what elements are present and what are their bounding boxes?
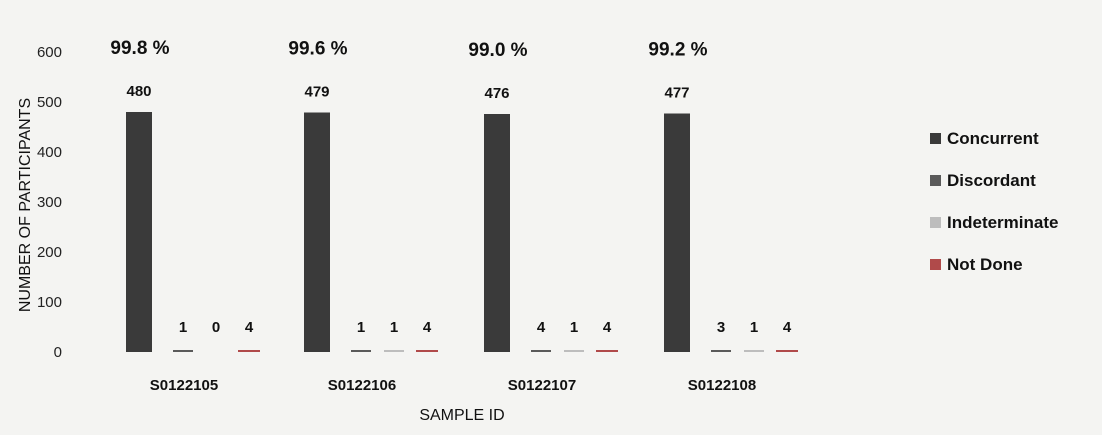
concordance-label: 99.0 % [468,40,527,61]
bar-discordant [351,350,371,352]
x-tick-label: S0122107 [508,377,576,394]
y-axis-title: NUMBER OF PARTICIPANTS [17,98,34,312]
bar-indeterminate [564,350,584,352]
y-tick-label: 200 [37,244,62,261]
data-label: 3 [717,319,725,336]
bar-discordant [711,350,731,352]
bar-not-done [776,350,798,352]
bar-not-done [596,350,618,352]
data-label: 476 [484,85,509,102]
legend-swatch-indeterminate [930,217,941,228]
bar-discordant [531,350,551,352]
concordance-label: 99.6 % [288,39,347,60]
y-tick-label: 600 [37,44,62,61]
data-label: 1 [750,319,758,336]
data-label: 4 [537,319,546,336]
bar-not-done [238,350,260,352]
legend-swatch-concurrent [930,133,941,144]
x-tick-label: S0122105 [150,377,218,394]
y-tick-label: 500 [37,94,62,111]
legend-label-indeterminate: Indeterminate [947,213,1058,232]
legend: Concurrent Discordant Indeterminate Not Don… [930,129,1058,274]
bar-discordant [173,350,193,352]
data-label: 4 [423,319,432,336]
data-label: 480 [126,83,151,100]
y-tick-label: 400 [37,144,62,161]
data-label: 477 [664,85,689,102]
data-label: 4 [245,319,254,336]
legend-label-discordant: Discordant [947,171,1036,190]
y-tick-label: 100 [37,294,62,311]
x-tick-label: S0122106 [328,377,396,394]
data-label: 1 [179,319,187,336]
bar-not-done [416,350,438,352]
data-label: 4 [603,319,612,336]
data-labels-group: 480 1 0 4 99.8 % 479 1 1 4 99.6 % 476 4 1 4 99.0 % 477 3… [110,38,791,336]
concordance-label: 99.8 % [110,38,169,59]
x-axis-ticks: S0122105 S0122106 S0122107 S0122108 [150,377,756,394]
data-label: 1 [570,319,578,336]
bar-concurrent [304,112,330,352]
legend-swatch-not-done [930,259,941,270]
legend-swatch-discordant [930,175,941,186]
y-tick-label: 0 [54,344,62,361]
x-axis-title: SAMPLE ID [419,407,504,424]
data-label: 1 [390,319,398,336]
bars-group [126,112,798,352]
x-tick-label: S0122108 [688,377,756,394]
legend-label-concurrent: Concurrent [947,129,1039,148]
concordance-label: 99.2 % [648,40,707,61]
bar-concurrent [664,113,690,352]
bar-concurrent [126,112,152,352]
legend-label-not-done: Not Done [947,255,1023,274]
bar-indeterminate [744,350,764,352]
bar-concurrent [484,114,510,352]
data-label: 479 [304,84,329,101]
data-label: 0 [212,319,220,336]
y-axis-ticks: 0 100 200 300 400 500 600 [37,44,62,361]
bar-indeterminate [384,350,404,352]
data-label: 4 [783,319,792,336]
y-tick-label: 300 [37,194,62,211]
data-label: 1 [357,319,365,336]
